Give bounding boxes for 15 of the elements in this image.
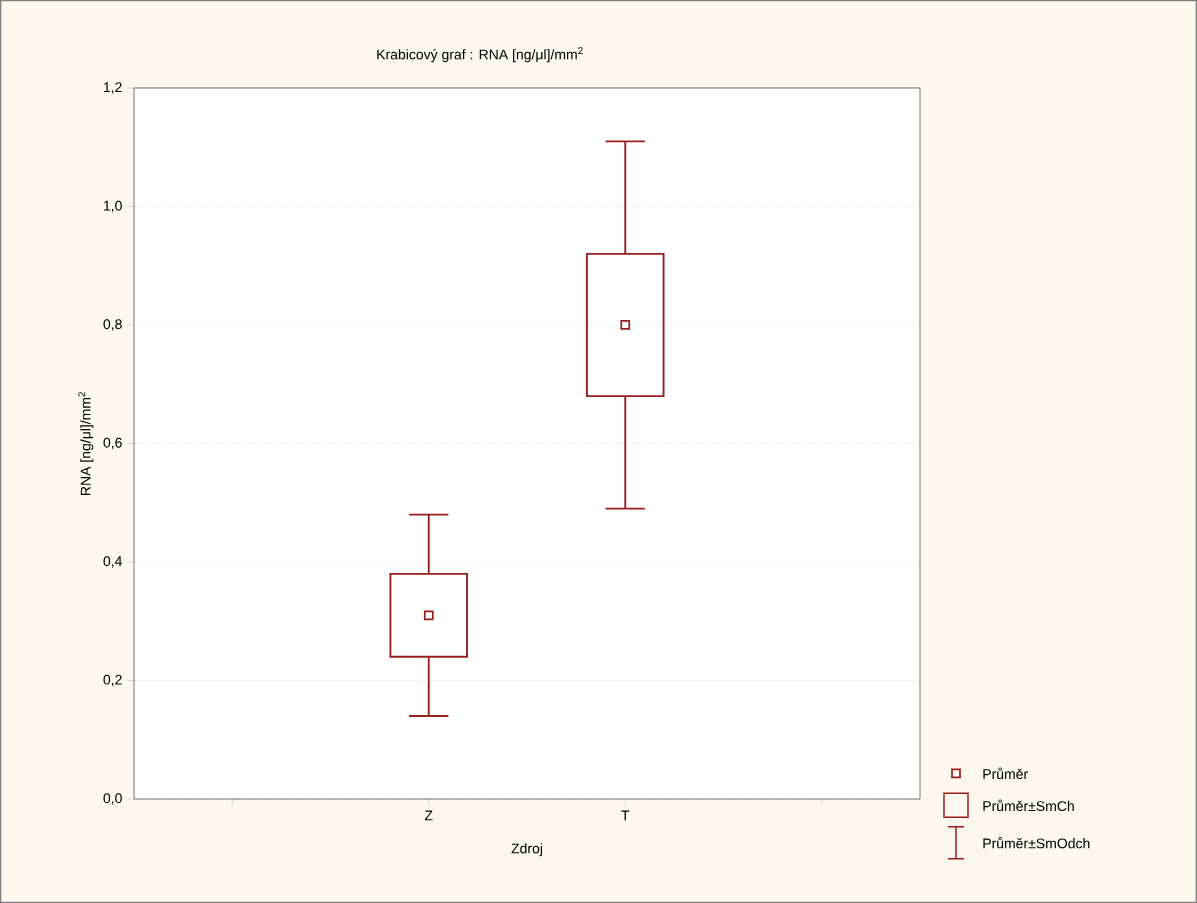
- text: Průměr±SmOdch: [983, 836, 1090, 849]
- y-axis-title: RNA [ng/μl]/mm$^{2}$: [78, 392, 94, 495]
- x-tick-label: T: [621, 810, 630, 821]
- y-tick-label: 1,2: [104, 82, 122, 94]
- y-tick-label: 0,6: [103, 437, 122, 450]
- chart-title: Krabicový graf : RNA [ng/μl]/mm$^{2}$: [377, 47, 583, 63]
- x-axis-title: Zdroj: [511, 843, 543, 857]
- y-tick-label: 0,4: [103, 556, 122, 568]
- text: Průměr: [983, 767, 1028, 780]
- y-tick-label: 1,0: [104, 200, 122, 213]
- x-tick-label: Z: [424, 810, 433, 821]
- text: Průměr±SmCh: [983, 799, 1074, 812]
- y-tick-label: 0,8: [103, 319, 122, 331]
- y-tick-label: 0,0: [103, 793, 122, 805]
- y-tick-label: 0,2: [103, 674, 122, 687]
